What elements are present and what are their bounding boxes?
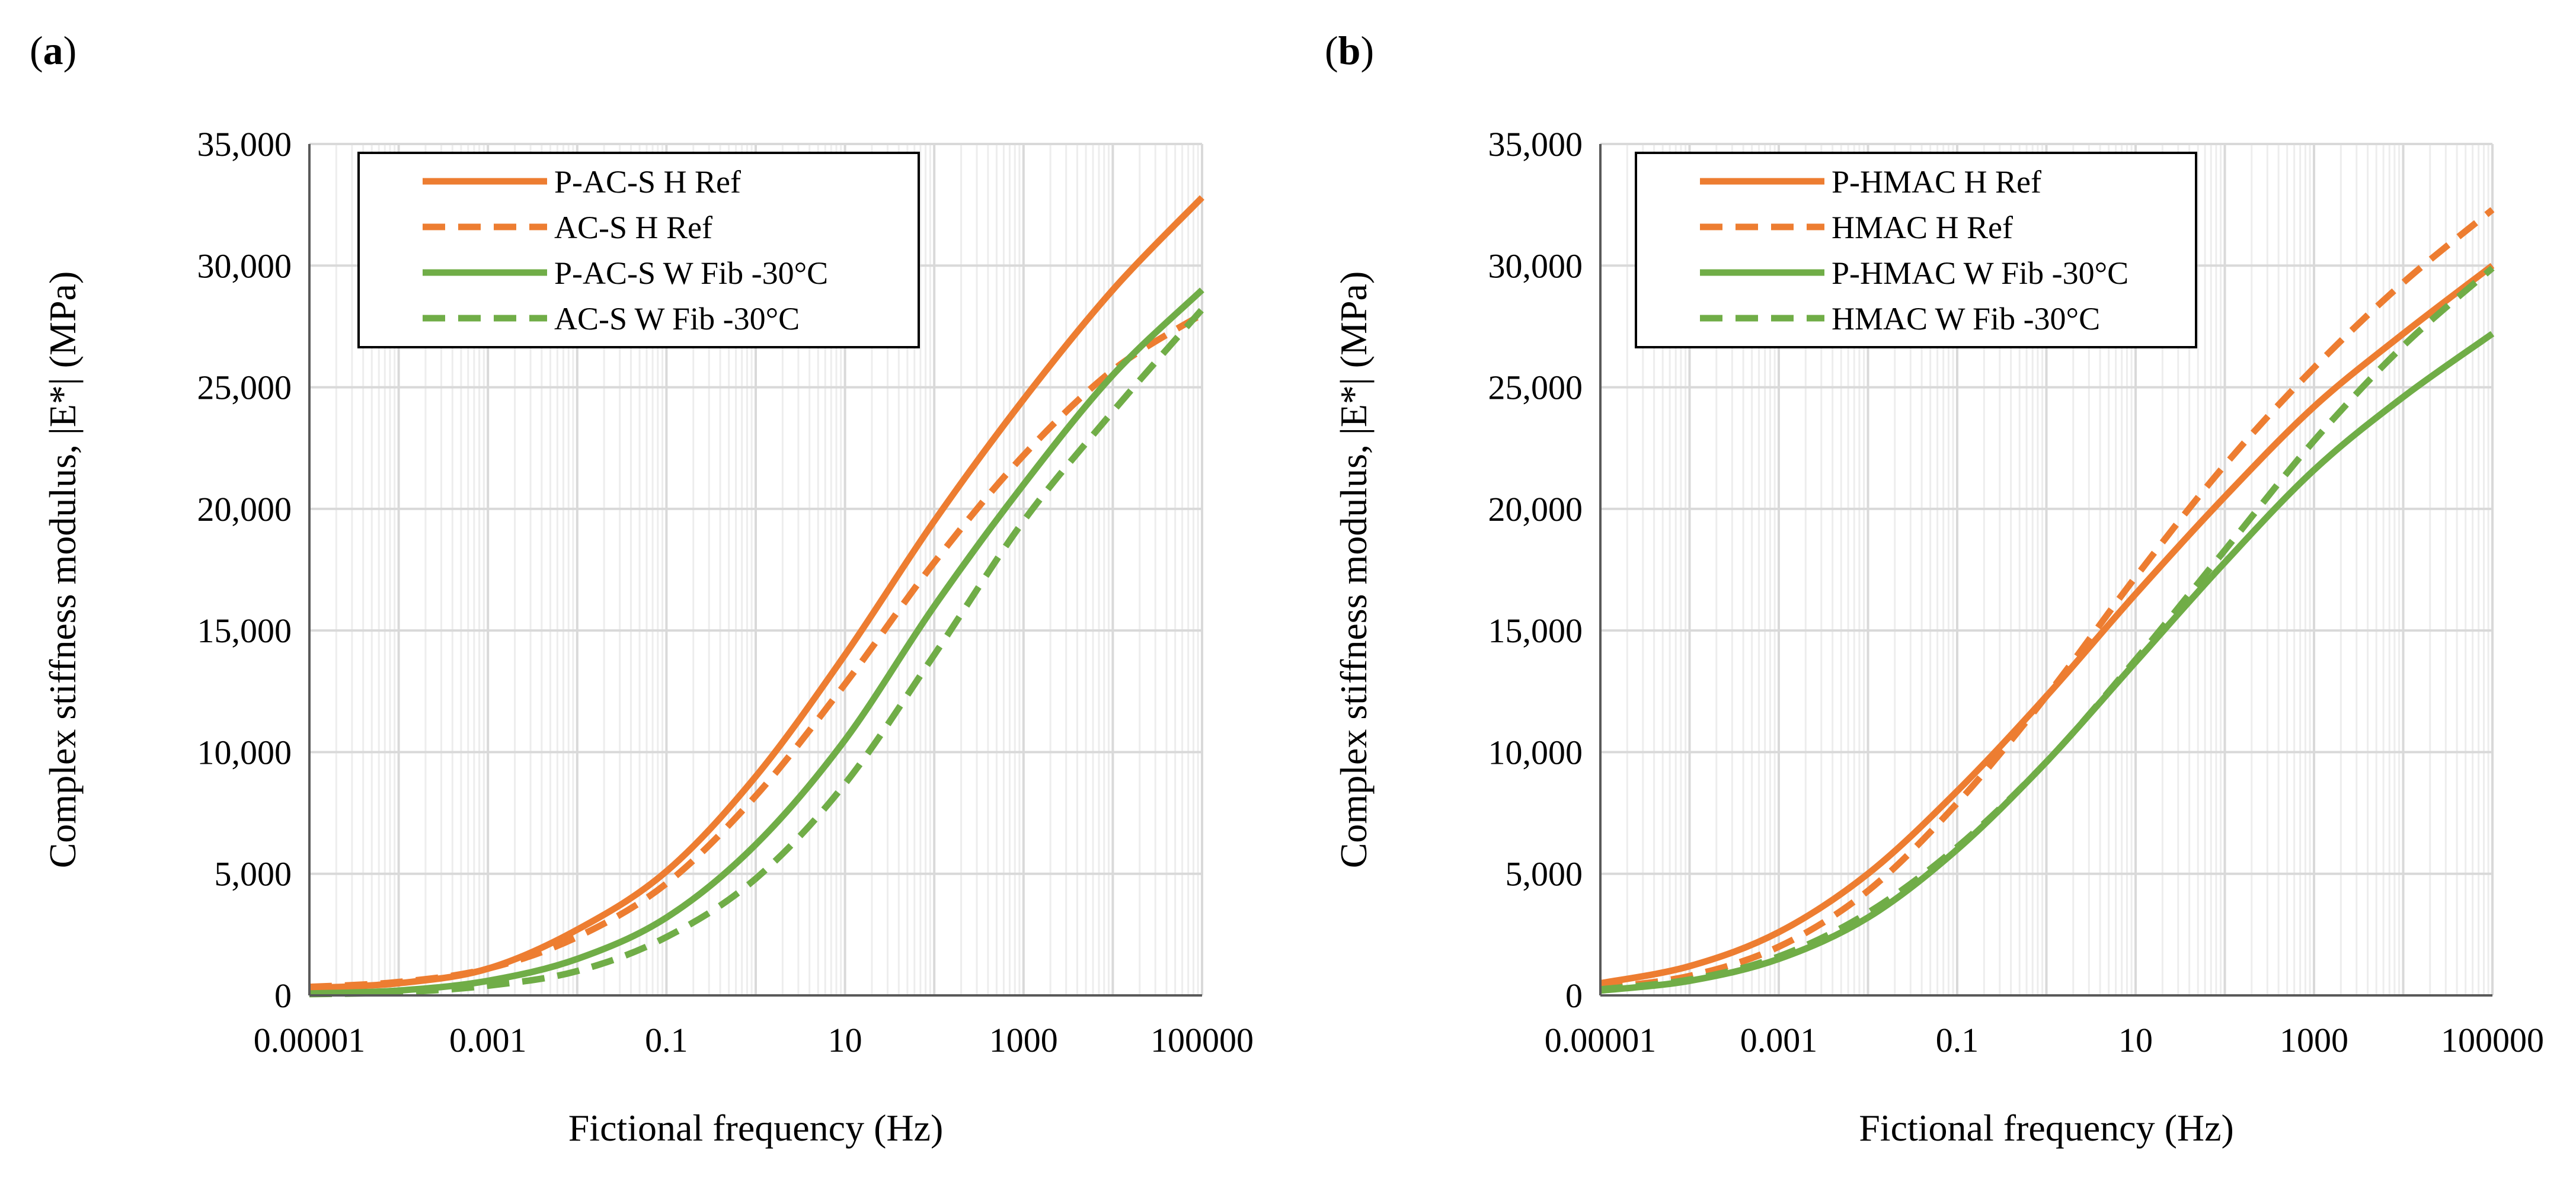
series-line-hmac-w-fib-30-c (1600, 265, 2495, 993)
panel-a-x-tick-label: 0.001 (449, 1021, 527, 1059)
panel-b-y-tick-label: 25,000 (1488, 369, 1583, 407)
series-line-p-hmac-h-ref (1599, 262, 2495, 987)
panel-a-x-axis-title: Fictional frequency (Hz) (568, 1107, 944, 1149)
legend-entry-hmac-h-ref: HMAC H Ref (1700, 210, 2013, 245)
panel-a-x-tick-label: 10 (828, 1021, 862, 1059)
panel-a-y-tick-label: 35,000 (197, 125, 292, 164)
legend-entry-p-hmac-w-fib: P-HMAC W Fib -30°C (1700, 255, 2128, 291)
panel-b-label: (b) (1325, 28, 1374, 73)
panel-b-x-ticks: 0.00001 0.001 0.1 10 1000 100000 (1545, 1021, 2544, 1059)
series-line-p-ac-s-w-fib-30-c (309, 287, 1204, 997)
panel-b-x-axis-title: Fictional frequency (Hz) (1859, 1107, 2234, 1149)
panel-b-y-tick-label: 5,000 (1506, 855, 1583, 893)
panel-b-y-axis-title: Complex stiffness modulus, |E*| (MPa) (1332, 271, 1375, 869)
legend-label-p-ac-s-w-fib: P-AC-S W Fib -30°C (554, 255, 828, 291)
legend-label-hmac-h-ref: HMAC H Ref (1832, 210, 2013, 245)
panel-a-x-ticks: 0.00001 0.001 0.1 10 1000 100000 (254, 1021, 1254, 1059)
panel-a: (a) 0 5,000 10,000 15,000 20,000 25,000 30,000… (30, 28, 1254, 1149)
panel-a-y-tick-label: 25,000 (197, 369, 292, 407)
panel-b-x-tick-label: 100000 (2441, 1021, 2544, 1059)
legend-entry-hmac-w-fib: HMAC W Fib -30°C (1700, 301, 2100, 337)
panel-b-x-tick-label: 1000 (2280, 1021, 2348, 1059)
panel-b-x-tick-label: 0.00001 (1545, 1021, 1657, 1059)
panel-b-y-tick-label: 30,000 (1488, 246, 1583, 285)
panel-a-x-tick-label: 100000 (1150, 1021, 1254, 1059)
legend-label-ac-s-h-ref: AC-S H Ref (554, 210, 712, 245)
panel-b-y-tick-label: 10,000 (1488, 733, 1583, 771)
legend-label-p-ac-s-h-ref: P-AC-S H Ref (554, 164, 741, 200)
legend-entry-p-ac-s-w-fib: P-AC-S W Fib -30°C (423, 255, 828, 291)
legend-entry-p-hmac-h-ref: P-HMAC H Ref (1700, 164, 2041, 200)
legend-entry-ac-s-h-ref: AC-S H Ref (423, 210, 712, 245)
panel-a-x-tick-label: 0.1 (645, 1021, 688, 1059)
panel-b-legend: P-HMAC H Ref HMAC H Ref P-HMAC W Fib -30… (1635, 152, 2197, 348)
panel-a-series (309, 195, 1205, 998)
panel-a-y-ticks: 0 5,000 10,000 15,000 20,000 25,000 30,000 35,0… (197, 125, 292, 1015)
panel-b-x-tick-label: 0.001 (1740, 1021, 1818, 1059)
panel-b-y-tick-label: 35,000 (1488, 125, 1583, 164)
panel-a-y-tick-label: 20,000 (197, 490, 292, 529)
panel-b-y-tick-label: 20,000 (1488, 490, 1583, 529)
series-line-ac-s-h-ref (309, 311, 1204, 991)
panel-a-x-tick-label: 0.00001 (254, 1021, 366, 1059)
panel-b-x-tick-label: 0.1 (1936, 1021, 1979, 1059)
legend-label-p-hmac-w-fib: P-HMAC W Fib -30°C (1832, 255, 2128, 291)
panel-a-legend: P-AC-S H Ref AC-S H Ref P-AC-S W Fib -30… (357, 152, 920, 348)
legend-label-hmac-w-fib: HMAC W Fib -30°C (1832, 301, 2100, 337)
panel-b-y-tick-label: 0 (1565, 976, 1583, 1015)
legend-entry-p-ac-s-h-ref: P-AC-S H Ref (423, 164, 741, 200)
series-line-p-ac-s-h-ref (309, 195, 1204, 992)
panel-a-y-axis-title: Complex stiffness modulus, |E*| (MPa) (41, 271, 84, 869)
panel-b-y-tick-label: 15,000 (1488, 611, 1583, 650)
panel-a-y-tick-label: 10,000 (197, 733, 292, 771)
panel-a-legend-box (357, 152, 920, 348)
panel-a-y-tick-label: 0 (274, 976, 292, 1015)
legend-label-p-hmac-h-ref: P-HMAC H Ref (1832, 164, 2041, 200)
panel-a-x-tick-label: 1000 (989, 1021, 1058, 1059)
panel-b-legend-box (1635, 152, 2197, 348)
panel-a-y-tick-label: 30,000 (197, 246, 292, 285)
panel-a-y-tick-label: 15,000 (197, 611, 292, 650)
panel-b: (b) 0 5,000 10,000 15,000 20,000 25,000 30,000… (1325, 28, 2544, 1149)
legend-entry-ac-s-w-fib: AC-S W Fib -30°C (423, 301, 800, 337)
panel-a-label: (a) (30, 28, 76, 73)
legend-label-ac-s-w-fib: AC-S W Fib -30°C (554, 301, 800, 337)
panel-b-series (1599, 207, 2495, 994)
series-line-hmac-h-ref (1600, 207, 2495, 992)
panel-b-x-tick-label: 10 (2118, 1021, 2153, 1059)
panel-a-y-tick-label: 5,000 (215, 855, 292, 893)
panel-b-y-ticks: 0 5,000 10,000 15,000 20,000 25,000 30,000 35,0… (1488, 125, 1583, 1015)
